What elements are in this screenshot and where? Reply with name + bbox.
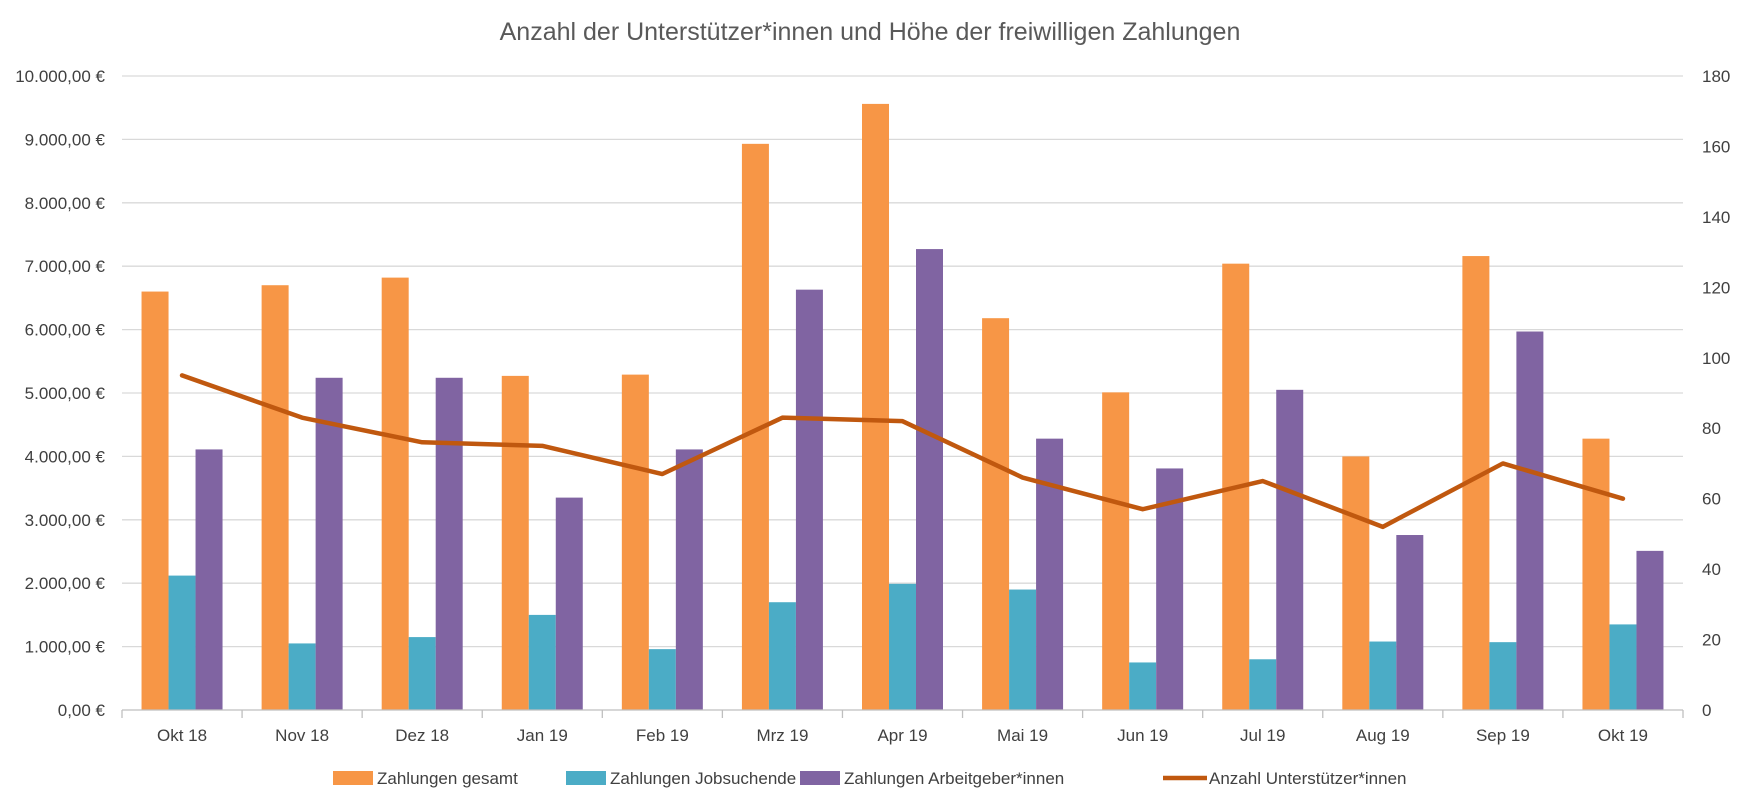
y-right-tick-label: 160 — [1702, 137, 1730, 156]
bar — [141, 291, 169, 710]
y-left-tick-label: 10.000,00 € — [15, 67, 105, 86]
legend-label: Zahlungen Jobsuchende — [610, 769, 796, 788]
bar — [261, 285, 289, 710]
bar — [862, 103, 889, 711]
bar — [1342, 456, 1370, 710]
legend-swatch — [566, 771, 606, 785]
bar — [195, 449, 223, 710]
x-tick-label: Okt 19 — [1598, 726, 1648, 745]
bar — [1489, 642, 1517, 710]
x-tick-label: Nov 18 — [275, 726, 329, 745]
x-tick-label: Apr 19 — [877, 726, 927, 745]
y-right-tick-label: 140 — [1702, 208, 1730, 227]
y-right-tick-label: 120 — [1702, 278, 1730, 297]
bar — [1036, 438, 1064, 710]
bar — [1582, 438, 1610, 710]
bar — [675, 449, 703, 710]
y-left-tick-label: 8.000,00 € — [25, 194, 106, 213]
x-tick-label: Mrz 19 — [756, 726, 808, 745]
bar — [795, 289, 823, 710]
bar — [1636, 550, 1664, 710]
y-right-tick-label: 80 — [1702, 419, 1721, 438]
x-tick-label: Mai 19 — [997, 726, 1048, 745]
legend-swatch — [800, 771, 840, 785]
bar — [621, 374, 649, 710]
bar — [1609, 624, 1637, 710]
grid-lines — [122, 75, 1683, 648]
y-left-tick-label: 9.000,00 € — [25, 130, 106, 149]
bar — [889, 583, 916, 710]
x-tick-label: Aug 19 — [1356, 726, 1410, 745]
y-right-tick-label: 100 — [1702, 349, 1730, 368]
bar — [1129, 662, 1157, 710]
bar — [648, 649, 676, 710]
y-right-tick-label: 180 — [1702, 67, 1730, 86]
x-tick-label: Feb 19 — [636, 726, 689, 745]
bar — [1009, 589, 1037, 710]
y-left-tick-label: 5.000,00 € — [25, 384, 106, 403]
bar — [288, 643, 316, 710]
y-right-tick-label: 40 — [1702, 560, 1721, 579]
axes: 0,00 € 1.000,00 € 2.000,00 € 3.000,00 € 4.00… — [15, 67, 1730, 745]
bar — [982, 318, 1010, 710]
y-left-tick-label: 4.000,00 € — [25, 447, 106, 466]
bar — [1249, 659, 1277, 710]
bar — [1102, 392, 1130, 710]
x-tick-label: Jan 19 — [517, 726, 568, 745]
legend-swatch — [333, 771, 373, 785]
bar — [916, 249, 943, 710]
bar — [768, 602, 796, 710]
x-tick-label: Jul 19 — [1240, 726, 1285, 745]
legend: Zahlungen gesamt Zahlungen Jobsuchende Zah… — [333, 769, 1407, 788]
bar — [1396, 535, 1424, 710]
y-left-tick-label: 7.000,00 € — [25, 257, 106, 276]
y-right-tick-label: 20 — [1702, 631, 1721, 650]
bar-series — [141, 103, 1664, 711]
bar — [555, 497, 583, 710]
line-series — [179, 373, 1626, 530]
bar — [1156, 468, 1184, 710]
y-right-tick-label: 60 — [1702, 490, 1721, 509]
bar — [408, 637, 436, 710]
x-tick-label: Sep 19 — [1476, 726, 1530, 745]
legend-label: Zahlungen Arbeitgeber*innen — [844, 769, 1064, 788]
y-right-tick-label: 0 — [1702, 701, 1711, 720]
bar — [435, 377, 463, 710]
y-left-tick-label: 0,00 € — [58, 701, 106, 720]
bar — [381, 277, 409, 710]
legend-label: Zahlungen gesamt — [377, 769, 518, 788]
bar — [168, 575, 196, 710]
legend-label: Anzahl Unterstützer*innen — [1209, 769, 1407, 788]
bar — [1369, 641, 1397, 710]
y-left-tick-label: 6.000,00 € — [25, 321, 106, 340]
bar — [1276, 389, 1304, 710]
x-tick-label: Jun 19 — [1117, 726, 1168, 745]
y-left-tick-label: 1.000,00 € — [25, 638, 106, 657]
x-tick-label: Okt 18 — [157, 726, 207, 745]
x-tick-label: Dez 18 — [395, 726, 449, 745]
y-left-tick-label: 3.000,00 € — [25, 511, 106, 530]
bar — [1516, 331, 1544, 710]
bar — [501, 375, 529, 710]
y-left-tick-label: 2.000,00 € — [25, 574, 106, 593]
bar — [315, 377, 343, 710]
chart-title: Anzahl der Unterstützer*innen und Höhe d… — [500, 18, 1241, 46]
bar — [528, 614, 556, 710]
